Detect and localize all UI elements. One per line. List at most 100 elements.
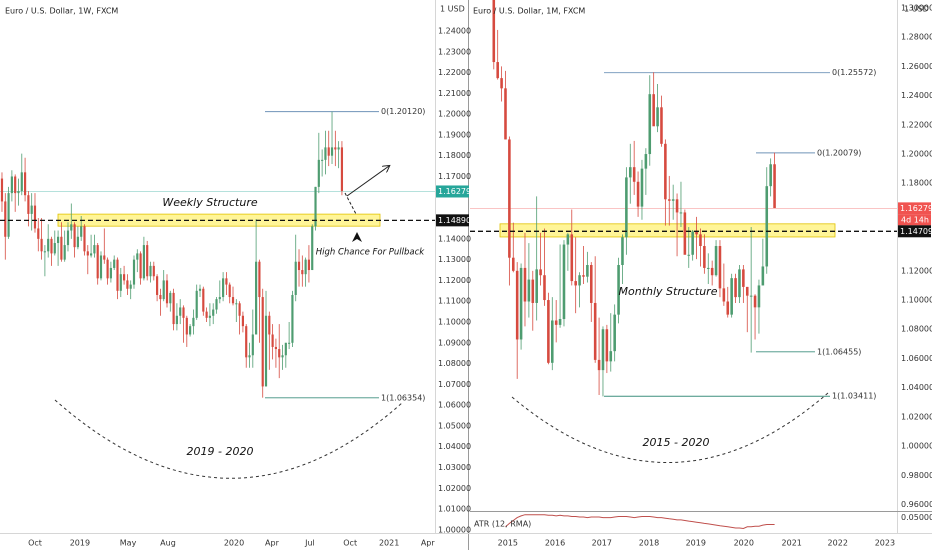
candle-body	[23, 172, 27, 196]
monthly-plot	[470, 0, 897, 397]
annotation: 2019 - 2020	[187, 445, 254, 458]
x-tick-label: May	[120, 539, 137, 548]
annotation: 2015 - 2020	[643, 436, 710, 449]
y-tick-label: 1.28000	[901, 33, 932, 42]
candle-body	[334, 147, 337, 150]
candle-body	[301, 270, 304, 275]
candle-body	[4, 201, 7, 237]
candle-body	[667, 199, 671, 201]
y-tick-label: 1.22000	[901, 120, 932, 129]
candle-body	[745, 286, 749, 296]
candle-body	[757, 285, 761, 308]
y-tick-label: 1.12000	[901, 266, 932, 275]
y-tick-label: 1.08000	[901, 325, 932, 334]
candle-body	[0, 178, 4, 202]
candle-body	[640, 168, 644, 207]
candle-body	[185, 317, 188, 335]
candle-body	[531, 279, 535, 303]
y-tick-label: 1.18000	[901, 179, 932, 188]
y-tick-label: 1.07000	[438, 380, 471, 389]
candle-body	[274, 346, 278, 350]
candle-body	[656, 107, 659, 127]
y-tick-label: 1.04000	[438, 442, 471, 451]
fib-level-label: 0(1.20120)	[381, 107, 425, 116]
y-tick-label: 1.03000	[438, 463, 471, 472]
candle-body	[14, 176, 17, 194]
atr-tick-label: 0.05000	[901, 513, 932, 522]
candle-body	[152, 265, 155, 277]
candle-body	[56, 236, 60, 244]
countdown-label: 4d 14h	[901, 215, 929, 224]
y-tick-label: 0.96000	[901, 500, 932, 509]
y-tick-label: 1.20000	[901, 150, 932, 159]
candle-body	[340, 147, 344, 192]
x-tick-label: Jul	[304, 539, 315, 548]
candle-body	[317, 159, 320, 187]
x-tick-label: Oct	[28, 539, 42, 548]
candle-body	[636, 181, 640, 207]
candle-body	[543, 275, 546, 301]
candle-body	[205, 311, 208, 318]
y-tick-label: 1.26000	[901, 62, 932, 71]
candle-body	[83, 226, 86, 252]
candle-body	[558, 319, 562, 325]
candle-body	[37, 228, 40, 239]
candle-body	[99, 255, 103, 279]
candle-body	[570, 234, 574, 282]
candle-body	[60, 236, 63, 260]
candle-body	[159, 294, 162, 300]
y-tick-label: 1.06000	[901, 354, 932, 363]
x-tick-label: 2017	[592, 539, 612, 548]
candle-body	[761, 266, 765, 286]
fib-level-label: 0(1.20079)	[817, 148, 861, 157]
candle-body	[63, 245, 66, 260]
candle-body	[304, 259, 307, 275]
candle-body	[539, 269, 542, 276]
x-tick-label: 2021	[782, 539, 802, 548]
support-tag	[436, 214, 469, 227]
candle-body	[644, 154, 648, 169]
candle-body	[632, 167, 636, 182]
dashed-path	[344, 192, 357, 215]
fib-level-label: 1(1.06455)	[817, 347, 861, 356]
candle-body	[195, 290, 198, 318]
candle-body	[648, 94, 652, 155]
candle-body	[288, 342, 291, 344]
candle-body	[765, 186, 769, 267]
x-tick-label: 2016	[545, 539, 565, 548]
candle-body	[149, 265, 152, 277]
candle-body	[527, 279, 531, 302]
arrow-up	[352, 232, 362, 242]
candle-body	[278, 349, 281, 358]
candle-body	[554, 320, 558, 325]
candle-body	[683, 212, 687, 255]
candle-body	[103, 255, 106, 260]
candle-body	[722, 288, 726, 302]
y-tick-label: 1.24000	[438, 26, 471, 35]
candle-body	[139, 253, 142, 279]
candle-body	[586, 265, 589, 277]
candle-body	[515, 270, 519, 340]
y-tick-label: 1.17000	[438, 172, 471, 181]
countdown-tag	[898, 214, 931, 226]
candle-body	[628, 167, 632, 178]
currency-unit: 1 USD	[904, 5, 929, 14]
candle-body	[613, 314, 616, 352]
candle-body	[710, 267, 714, 276]
candle-body	[617, 265, 620, 315]
atr-label: ATR (12, RMA)	[474, 520, 531, 529]
candle-body	[268, 315, 271, 335]
candle-body	[281, 355, 284, 358]
candle-body	[679, 212, 683, 214]
candle-body	[297, 261, 301, 271]
candle-body	[504, 88, 507, 140]
candle-body	[730, 278, 733, 315]
candle-body	[66, 230, 70, 246]
last-price-tag	[436, 185, 469, 198]
candle-body	[660, 107, 663, 144]
candle-body	[251, 334, 254, 356]
candle-body	[165, 280, 169, 304]
y-tick-label: 1.10000	[438, 318, 471, 327]
candle-body	[222, 278, 225, 298]
